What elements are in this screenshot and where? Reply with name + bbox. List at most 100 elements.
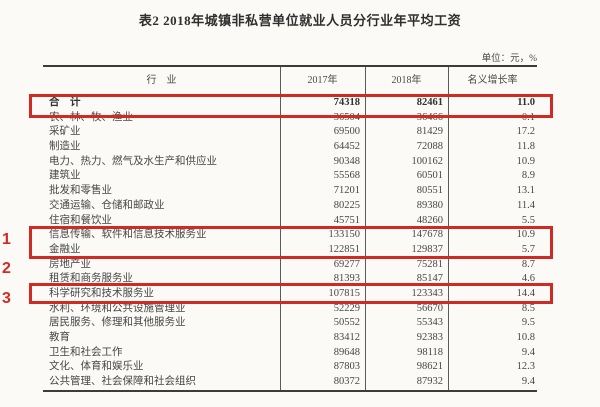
cell-industry: 金融业 [49,243,81,255]
table-row: 批发和零售业 71201 80551 13.1 [43,184,537,199]
cell-2018: 56670 [416,302,443,314]
table-row: 建筑业 55568 60501 8.9 [43,169,537,184]
cell-industry: 租赁和商务服务业 [49,273,133,285]
cell-2018: 81429 [416,126,443,138]
cell-2017: 69277 [333,258,360,270]
cell-2018: 75281 [416,258,443,270]
cell-2017: 80372 [333,376,360,388]
cell-2017: 133150 [328,229,361,241]
table-header-row: 行 业 2017年 2018年 名义增长率 [43,67,537,96]
table-row: 合 计 74318 82461 11.0 [43,96,537,111]
cell-industry: 建筑业 [49,170,81,182]
cell-2018: 48260 [416,214,443,226]
cell-2017: 83412 [333,332,360,343]
table-row: 采矿业 69500 81429 17.2 [43,125,537,140]
cell-growth: 13.1 [516,185,535,197]
cell-2017: 50552 [333,317,360,329]
cell-2017: 36504 [333,111,360,123]
cell-growth: 10.9 [516,229,535,241]
column-divider [280,67,281,390]
col-header-growth-rate: 名义增长率 [467,75,518,86]
cell-2017: 81393 [333,273,360,285]
cell-2017: 80225 [333,199,360,211]
cell-industry: 住宿和餐饮业 [49,214,112,226]
cell-growth: 9.4 [521,376,535,388]
cell-industry: 教育 [49,332,70,343]
cell-growth: 8.5 [521,302,535,314]
table-row: 交通运输、仓储和邮政业 80225 89380 11.4 [43,199,537,214]
cell-2018: 80551 [416,185,443,197]
cell-growth: 5.7 [521,243,535,255]
cell-2018: 147678 [411,229,444,241]
cell-2018: 98118 [417,346,443,358]
table-row: 公共管理、社会保障和社会组织 80372 87932 9.4 [43,375,537,390]
cell-industry: 水利、环境和公共设施管理业 [49,302,186,314]
table-row: 卫生和社会工作 89648 98118 9.4 [43,346,537,361]
cell-2018: 36466 [416,111,443,123]
table-row: 住宿和餐饮业 45751 48260 5.5 [43,214,537,229]
cell-growth: 14.4 [516,287,535,299]
table-row: 科学研究和技术服务业 107815 123343 14.4 [43,287,537,302]
table-row: 金融业 122851 129837 5.7 [43,243,537,258]
cell-2017: 122851 [328,243,361,255]
column-divider [448,67,449,390]
cell-2017: 55568 [333,170,360,182]
cell-growth: 11.4 [517,199,535,211]
cell-industry: 信息传输、软件和信息技术服务业 [49,229,207,241]
cell-2018: 123343 [411,287,444,299]
table-row: 文化、体育和娱乐业 87803 98621 12.3 [43,360,537,375]
table-body: 合 计 74318 82461 11.0 农、林、牧、渔业 36504 36466 -0.1 采… [43,96,537,390]
cell-2018: 92383 [416,332,443,343]
cell-2018: 87932 [416,376,443,388]
col-header-2018: 2018年 [391,75,422,86]
cell-2017: 89648 [333,346,360,358]
cell-2018: 72088 [416,141,443,153]
cell-industry: 公共管理、社会保障和社会组织 [49,376,196,388]
table-row: 房地产业 69277 75281 8.7 [43,258,537,273]
cell-industry: 制造业 [49,141,81,153]
cell-industry: 采矿业 [49,126,81,138]
cell-industry: 卫生和社会工作 [49,346,123,358]
cell-2017: 107815 [328,287,361,299]
cell-2018: 82461 [416,97,443,108]
cell-2018: 129837 [411,243,444,255]
cell-growth: 10.9 [516,155,535,167]
wage-table: 行 业 2017年 2018年 名义增长率 合 计 74318 82461 11.0 农… [43,65,537,392]
cell-2017: 69500 [333,126,360,138]
column-divider [365,67,366,390]
table-row: 信息传输、软件和信息技术服务业 133150 147678 10.9 [43,228,537,243]
cell-growth: 9.4 [521,346,535,358]
cell-industry: 电力、热力、燃气及水生产和供应业 [49,155,217,167]
table-title: 表2 2018年城镇非私营单位就业人员分行业年平均工资 [138,13,462,28]
cell-2017: 52229 [333,302,360,314]
cell-industry: 文化、体育和娱乐业 [49,361,144,373]
cell-growth: 10.8 [516,332,535,343]
table-row: 农、林、牧、渔业 36504 36466 -0.1 [43,111,537,126]
cell-2017: 87803 [333,361,360,373]
margin-marker-1: 1 [2,231,11,248]
cell-growth: 17.2 [516,126,535,138]
cell-2018: 98621 [416,361,443,373]
cell-2017: 64452 [333,141,360,153]
unit-note: 单位：元，% [481,54,537,64]
table-row: 租赁和商务服务业 81393 85147 4.6 [43,272,537,287]
table-row: 居民服务、修理和其他服务业 50552 55343 9.5 [43,316,537,331]
table-row: 教育 83412 92383 10.8 [43,331,537,346]
cell-growth: 11.0 [517,97,535,108]
cell-2017: 74318 [333,97,360,108]
margin-marker-2: 2 [2,260,11,277]
cell-2017: 45751 [333,214,360,226]
cell-2017: 71201 [333,185,360,197]
cell-industry: 批发和零售业 [49,185,112,197]
cell-industry: 居民服务、修理和其他服务业 [49,317,186,329]
col-header-2017: 2017年 [307,75,338,86]
table-row: 制造业 64452 72088 11.8 [43,140,537,155]
cell-growth: 5.5 [521,214,535,226]
cell-growth: 11.8 [517,141,535,153]
cell-industry: 农、林、牧、渔业 [49,111,133,123]
cell-2018: 60501 [416,170,443,182]
margin-marker-3: 3 [2,290,11,307]
cell-2017: 90348 [333,155,360,167]
table-row: 电力、热力、燃气及水生产和供应业 90348 100162 10.9 [43,155,537,170]
